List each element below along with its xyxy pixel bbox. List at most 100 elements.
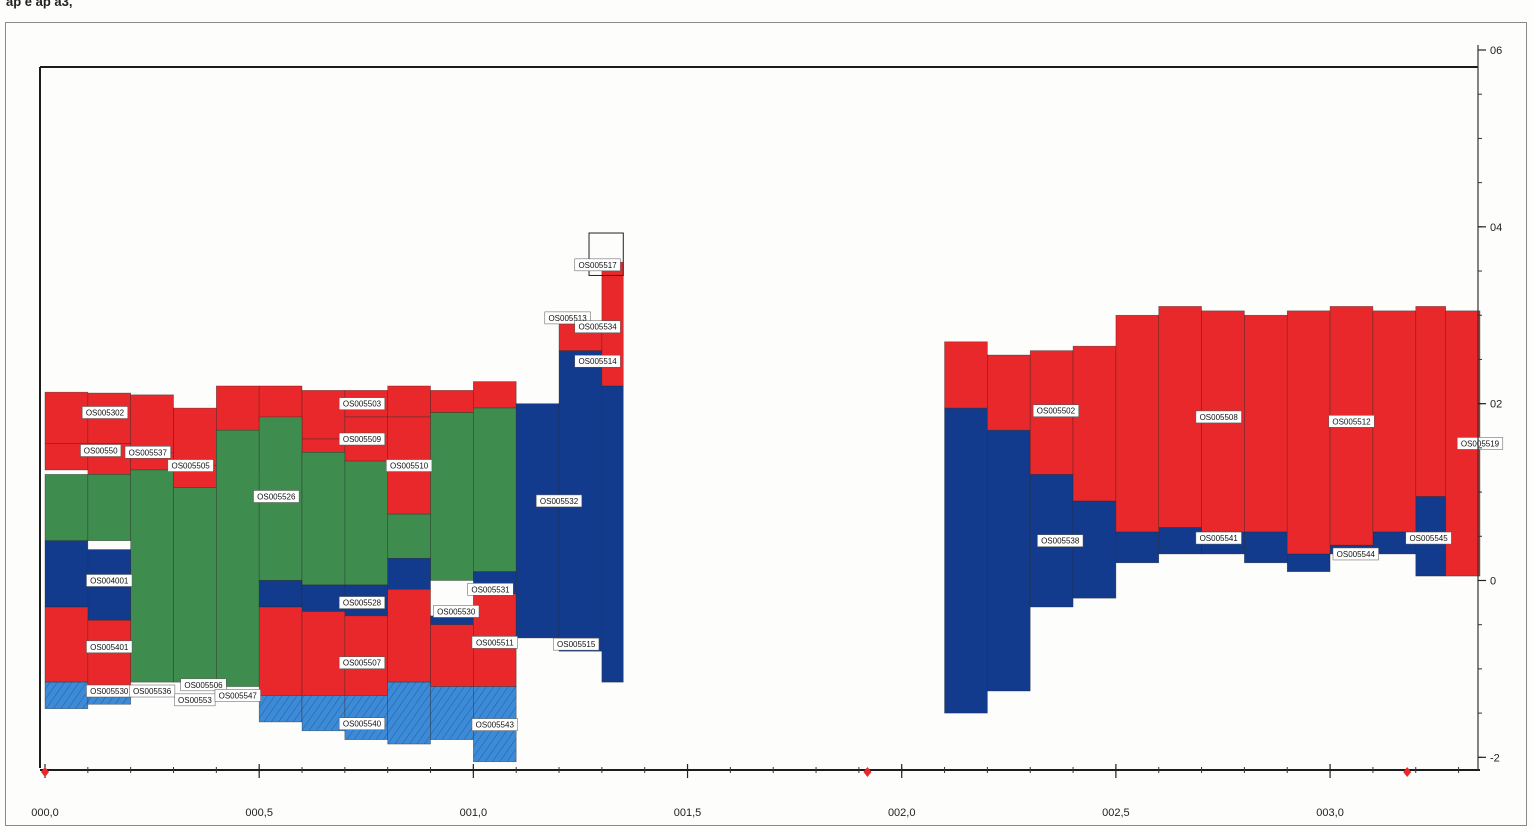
segment-label: OS005510: [386, 459, 433, 472]
bar-segment-lightblue: [258, 695, 303, 723]
bar-segment-blue: [1158, 527, 1202, 555]
segment-label: OS005530: [86, 684, 133, 698]
segment-label-text: OS005532: [540, 497, 579, 506]
bar-segment-red: [944, 341, 988, 409]
bar-segment-blue: [301, 584, 346, 612]
segment-label: OS005517: [574, 258, 621, 272]
bar-segment-blue: [944, 407, 988, 714]
segment-label-text: OS005537: [129, 448, 168, 457]
segment-label: OS005512: [1328, 415, 1375, 428]
segment-label-text: OS00550: [84, 447, 118, 456]
segment-label-text: OS005547: [219, 691, 258, 700]
segment-label: OS005509: [338, 432, 386, 446]
bar-segment-red: [1286, 310, 1331, 555]
segment-label-text: OS005545: [1409, 534, 1448, 543]
bar-segment-red: [258, 606, 303, 696]
segment-label-text: OS005536: [133, 687, 172, 696]
segment-label: OS005507: [338, 656, 386, 669]
segment-label-text: OS005528: [343, 599, 382, 608]
bar-segment-red: [87, 619, 131, 687]
segment-label-box: [574, 258, 621, 272]
bar-segment-red: [1072, 345, 1117, 502]
segment-label: OS004001: [86, 574, 133, 587]
segment-label: OS005511: [471, 636, 518, 649]
bar-segment-blue: [44, 540, 89, 608]
segment-label: OS005514: [574, 354, 621, 368]
bar-segment-red: [344, 615, 388, 696]
segment-label-text: OS005503: [343, 400, 382, 409]
bar-segment-lightblue: [44, 681, 89, 709]
segment-label-text: OS005541: [1200, 534, 1239, 543]
segment-label: OS005515: [553, 637, 600, 651]
bar-segment-red: [1372, 310, 1417, 533]
segment-label-box: [86, 574, 133, 587]
bar-segment-blue: [1072, 500, 1117, 599]
segment-label-box: [535, 494, 583, 508]
bar-segment-red: [44, 606, 89, 683]
segment-label-text: OS005502: [1037, 407, 1076, 416]
bar-segment-blue: [601, 385, 624, 683]
segment-label-box: [471, 718, 518, 731]
segment-label-box: [1195, 410, 1242, 424]
segment-label-text: OS005534: [578, 323, 617, 332]
bar-segment-blue: [987, 429, 1031, 692]
y-tick-label: 02: [1490, 399, 1502, 411]
bar-segment-red: [1244, 314, 1288, 533]
x-tick-label: 000,0: [31, 807, 59, 819]
segment-label-box: [129, 684, 176, 698]
bar-segment-red: [301, 438, 346, 453]
segment-label: OS005545: [1405, 531, 1452, 545]
segment-label: OS005547: [214, 689, 261, 702]
segment-label-text: OS005511: [476, 638, 514, 647]
marker-diamond: [863, 767, 872, 777]
bar-segment-green: [173, 487, 217, 683]
segment-label-box: [386, 459, 433, 472]
marker-diamond: [41, 767, 49, 777]
segment-label: OS005505: [167, 459, 214, 472]
segment-label: OS005544: [1332, 547, 1379, 561]
segment-label: OS005530: [433, 605, 480, 618]
segment-label-box: [86, 640, 133, 654]
segment-label: OS005528: [338, 596, 386, 609]
segment-label-text: OS00553: [178, 696, 212, 705]
segment-label-text: OS005508: [1200, 413, 1239, 422]
segment-label: OS005502: [1032, 404, 1079, 417]
segment-label: OS005540: [338, 717, 386, 730]
segment-label-box: [167, 459, 214, 472]
plot-area-frame: [39, 66, 1478, 768]
segment-label-box: [338, 717, 386, 730]
chart-frame: [5, 22, 1527, 826]
segment-label-box: [574, 320, 621, 333]
bar-segment-lightblue: [430, 686, 474, 740]
bar-segment-green: [216, 429, 260, 687]
segment-label: OS005508: [1195, 410, 1242, 424]
bar-segment-blue: [387, 558, 431, 590]
bar-segment-green: [430, 412, 474, 581]
segment-label-box: [1328, 415, 1375, 428]
segment-label-box: [338, 596, 386, 609]
bar-segment-red: [387, 589, 431, 683]
segment-label-text: OS005530: [90, 687, 129, 696]
segment-label-text: OS005506: [184, 681, 223, 690]
segment-label-box: [338, 432, 386, 446]
bar-segment-red: [44, 391, 89, 444]
segment-label-text: OS005540: [343, 720, 382, 729]
segment-label-box: [214, 689, 261, 702]
bar-segment-green: [301, 451, 346, 586]
outlined-box: [588, 232, 624, 276]
segment-label: OS005401: [86, 640, 133, 654]
segment-label-text: OS005401: [90, 643, 129, 652]
bar-segment-red: [387, 385, 431, 418]
bar-segment-green: [344, 460, 388, 586]
segment-label-text: OS005509: [343, 435, 382, 444]
segment-label-box: [81, 406, 129, 419]
segment-label-text: OS005517: [578, 261, 617, 270]
segment-label-box: [553, 637, 600, 651]
y-tick-label: 0: [1490, 575, 1496, 587]
bar-segment-red: [1415, 306, 1447, 497]
x-tick-label: 003,0: [1316, 807, 1344, 819]
labels-layer: OS005302 OS00550 OS005537 OS005505 OS005526 O…: [80, 258, 1504, 731]
segment-label-text: OS005530: [437, 607, 476, 616]
segment-label-box: [80, 444, 122, 457]
